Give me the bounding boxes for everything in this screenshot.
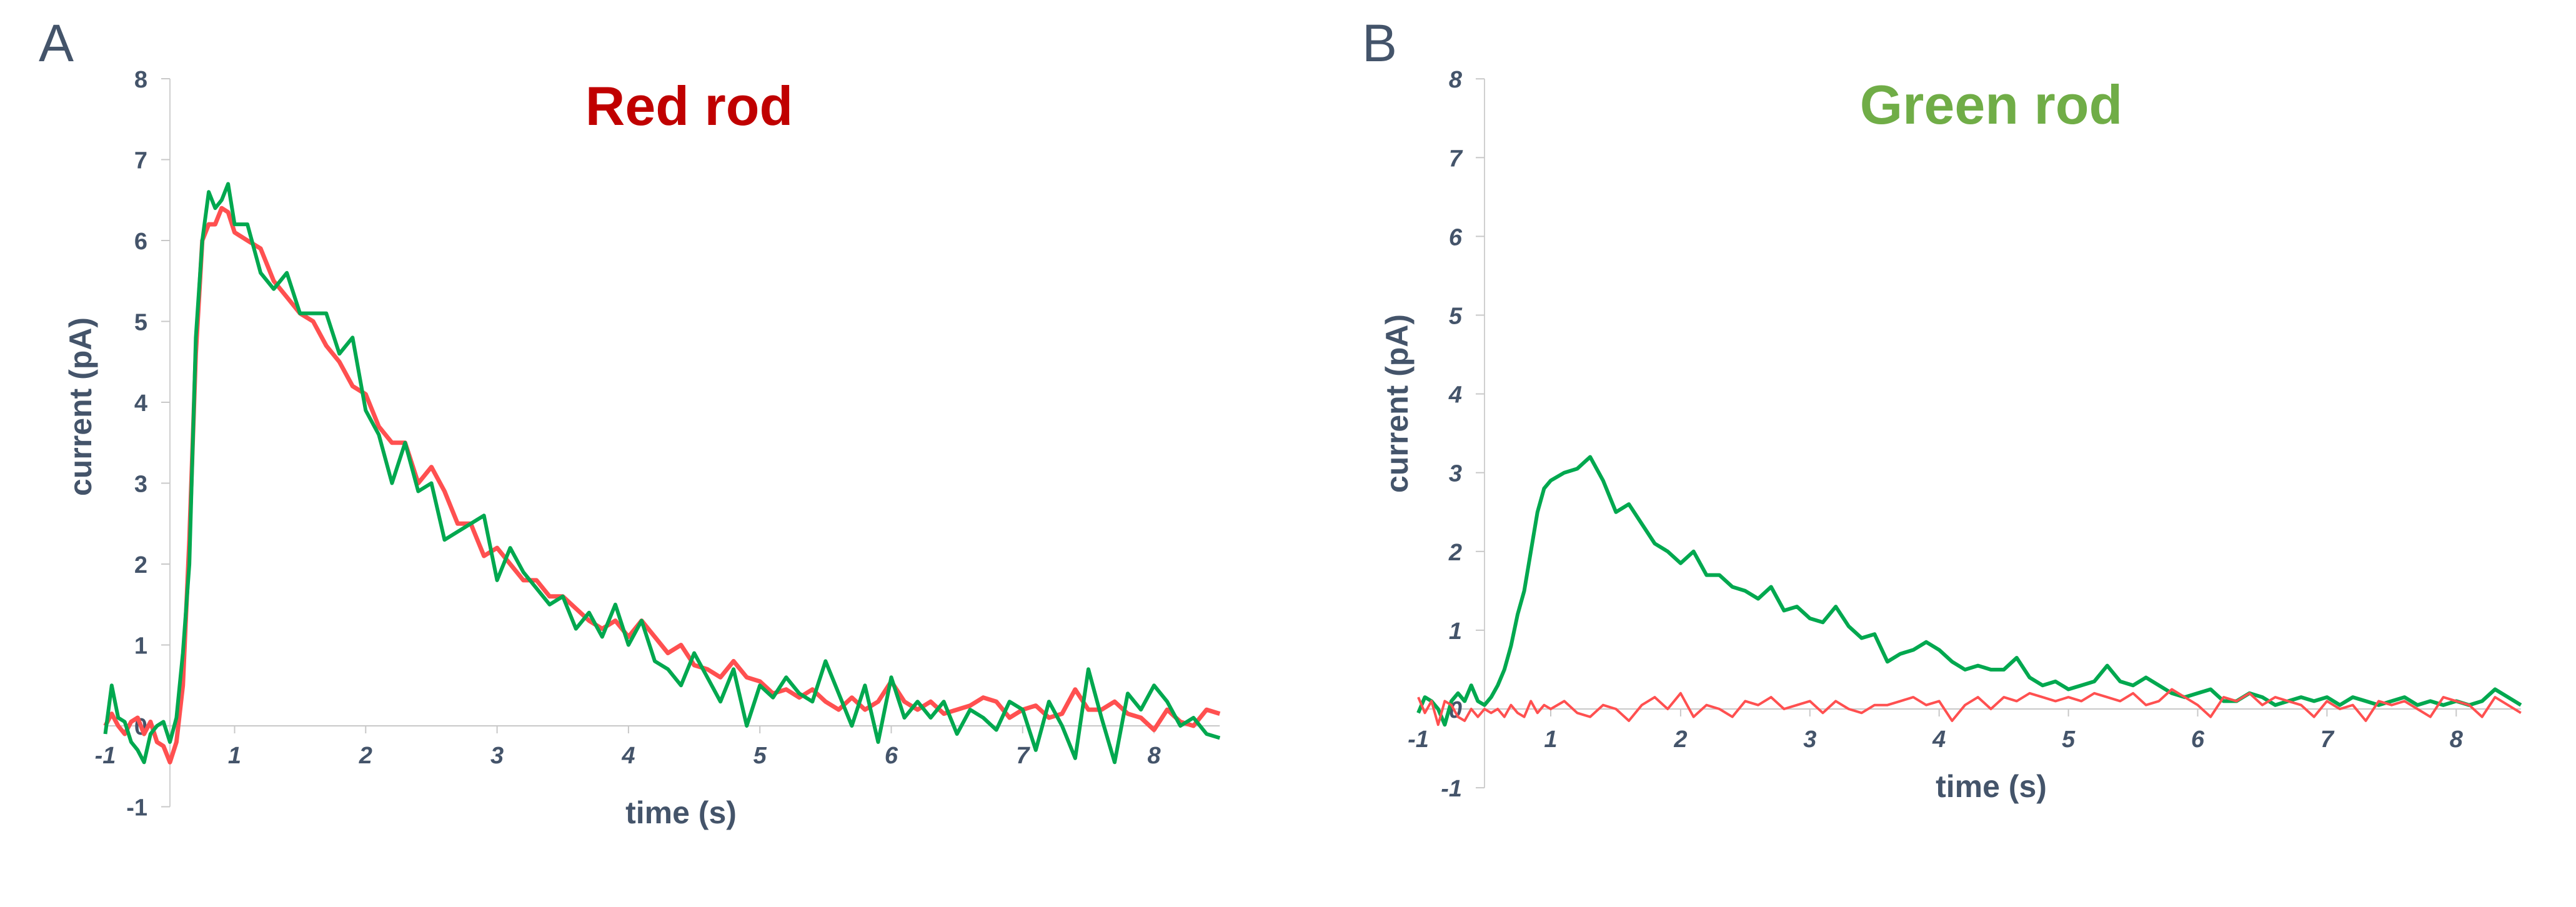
- y-tick-label: 2: [134, 552, 147, 578]
- y-tick-label: 8: [134, 67, 147, 93]
- y-tick-label: 6: [134, 229, 147, 255]
- y-tick-label: -1: [126, 795, 147, 821]
- y-tick-label: 4: [134, 390, 147, 417]
- x-tick-label: 4: [1932, 726, 1946, 753]
- x-axis-label: time (s): [1936, 769, 2047, 804]
- y-axis-label: current (pA): [63, 317, 98, 496]
- y-tick-label: 8: [1449, 67, 1463, 93]
- x-tick-label: 8: [2450, 726, 2464, 753]
- x-tick-label: 2: [1673, 726, 1687, 753]
- x-axis-label: time (s): [625, 795, 737, 830]
- x-tick-label: 4: [621, 743, 635, 769]
- x-tick-label: 3: [490, 743, 504, 769]
- y-tick-label: 2: [1448, 540, 1462, 566]
- x-tick-label: 2: [359, 743, 372, 769]
- series-line-red: [1417, 688, 2522, 726]
- chart-title: Green rod: [1860, 74, 2123, 136]
- x-tick-label: -1: [1408, 726, 1429, 753]
- series-line-red: [103, 206, 1221, 765]
- y-tick-label: 6: [1449, 224, 1463, 250]
- panel-label: B: [1362, 14, 1397, 72]
- x-tick-label: 7: [2320, 726, 2335, 753]
- series-line-green: [1416, 455, 2522, 727]
- chart-title: Red rod: [585, 75, 793, 137]
- y-tick-label: 1: [1449, 618, 1462, 645]
- y-tick-label: 5: [1449, 304, 1463, 330]
- x-tick-label: 8: [1148, 743, 1161, 769]
- x-tick-label: 5: [2062, 726, 2076, 753]
- y-tick-label: 1: [134, 633, 147, 660]
- panel-label: A: [39, 14, 74, 72]
- x-tick-label: 1: [228, 743, 241, 769]
- x-tick-label: 7: [1016, 743, 1030, 769]
- y-axis-label: current (pA): [1380, 314, 1415, 493]
- y-tick-label: -1: [1441, 776, 1462, 802]
- x-tick-label: 5: [753, 743, 767, 769]
- series-line-green: [103, 182, 1221, 765]
- x-tick-label: 1: [1544, 726, 1557, 753]
- x-tick-label: 6: [885, 743, 898, 769]
- x-tick-label: 3: [1803, 726, 1816, 753]
- x-tick-label: -1: [95, 743, 116, 769]
- y-tick-label: 3: [1449, 461, 1462, 487]
- y-tick-label: 4: [1448, 382, 1462, 409]
- y-tick-label: 7: [134, 148, 147, 174]
- y-tick-label: 7: [1449, 146, 1463, 172]
- y-tick-label: 3: [134, 472, 147, 498]
- y-tick-label: 5: [134, 310, 147, 336]
- x-tick-label: 6: [2191, 726, 2205, 753]
